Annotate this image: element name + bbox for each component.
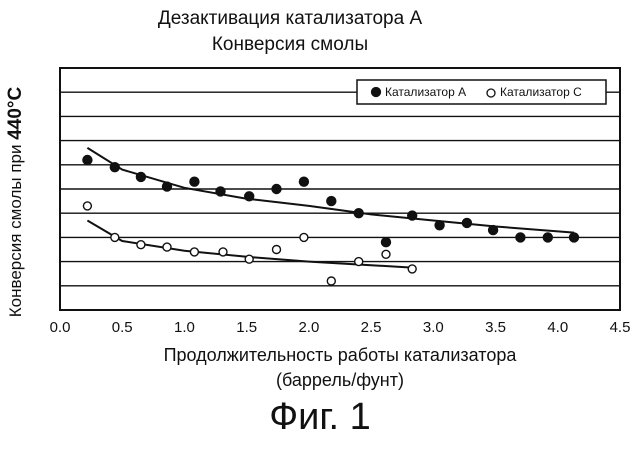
x-tick-label: 0.0 <box>50 319 71 336</box>
data-point-c <box>382 250 390 258</box>
data-point-c <box>219 248 227 256</box>
data-point-a <box>570 233 579 242</box>
x-axis-label: Продолжительность работы катализатора <box>60 345 620 366</box>
data-point-a <box>299 177 308 186</box>
fit-curves <box>87 148 574 268</box>
data-point-c <box>408 265 416 273</box>
legend-marker-a <box>372 88 381 97</box>
data-point-a <box>354 209 363 218</box>
data-point-a <box>163 182 172 191</box>
x-tick-labels: 0.0 0.5 1.0 1.5 2.0 2.5 3.0 3.5 4.0 4.5 <box>50 319 631 336</box>
data-point-a <box>543 233 552 242</box>
x-tick-label: 4.5 <box>610 319 631 336</box>
data-point-c <box>300 233 308 241</box>
x-tick-label: 1.0 <box>174 319 195 336</box>
data-point-a <box>516 233 525 242</box>
data-point-c <box>163 243 171 251</box>
data-point-a <box>216 187 225 196</box>
x-tick-label: 1.5 <box>236 319 257 336</box>
x-tick-label: 2.0 <box>298 319 319 336</box>
data-point-a <box>327 197 336 206</box>
data-point-a <box>462 218 471 227</box>
x-tick-label: 3.5 <box>485 319 506 336</box>
data-point-c <box>355 258 363 266</box>
data-point-a <box>245 192 254 201</box>
data-point-a <box>272 185 281 194</box>
grid-lines <box>60 92 620 286</box>
legend-label-c: Катализатор С <box>500 85 582 99</box>
x-tick-label: 4.0 <box>547 319 568 336</box>
data-point-a <box>435 221 444 230</box>
data-point-a <box>382 238 391 247</box>
x-axis-unit: (баррель/фунт) <box>60 370 620 391</box>
data-point-a <box>408 211 417 220</box>
data-point-a <box>489 226 498 235</box>
legend: Катализатор А Катализатор С <box>357 80 606 104</box>
data-point-c <box>111 233 119 241</box>
legend-marker-c <box>487 89 495 97</box>
data-point-c <box>190 248 198 256</box>
data-point-c <box>83 202 91 210</box>
x-tick-label: 3.0 <box>423 319 444 336</box>
legend-label-a: Катализатор А <box>385 85 466 99</box>
data-points <box>83 156 579 286</box>
data-point-c <box>245 255 253 263</box>
data-point-c <box>137 241 145 249</box>
data-point-c <box>327 277 335 285</box>
data-point-a <box>83 156 92 165</box>
x-tick-label: 2.5 <box>361 319 382 336</box>
data-point-a <box>190 177 199 186</box>
fit-curve-a <box>87 148 574 233</box>
figure-caption: Фиг. 1 <box>0 396 640 439</box>
data-point-c <box>273 246 281 254</box>
data-point-a <box>136 172 145 181</box>
data-point-a <box>110 163 119 172</box>
x-tick-label: 0.5 <box>112 319 133 336</box>
